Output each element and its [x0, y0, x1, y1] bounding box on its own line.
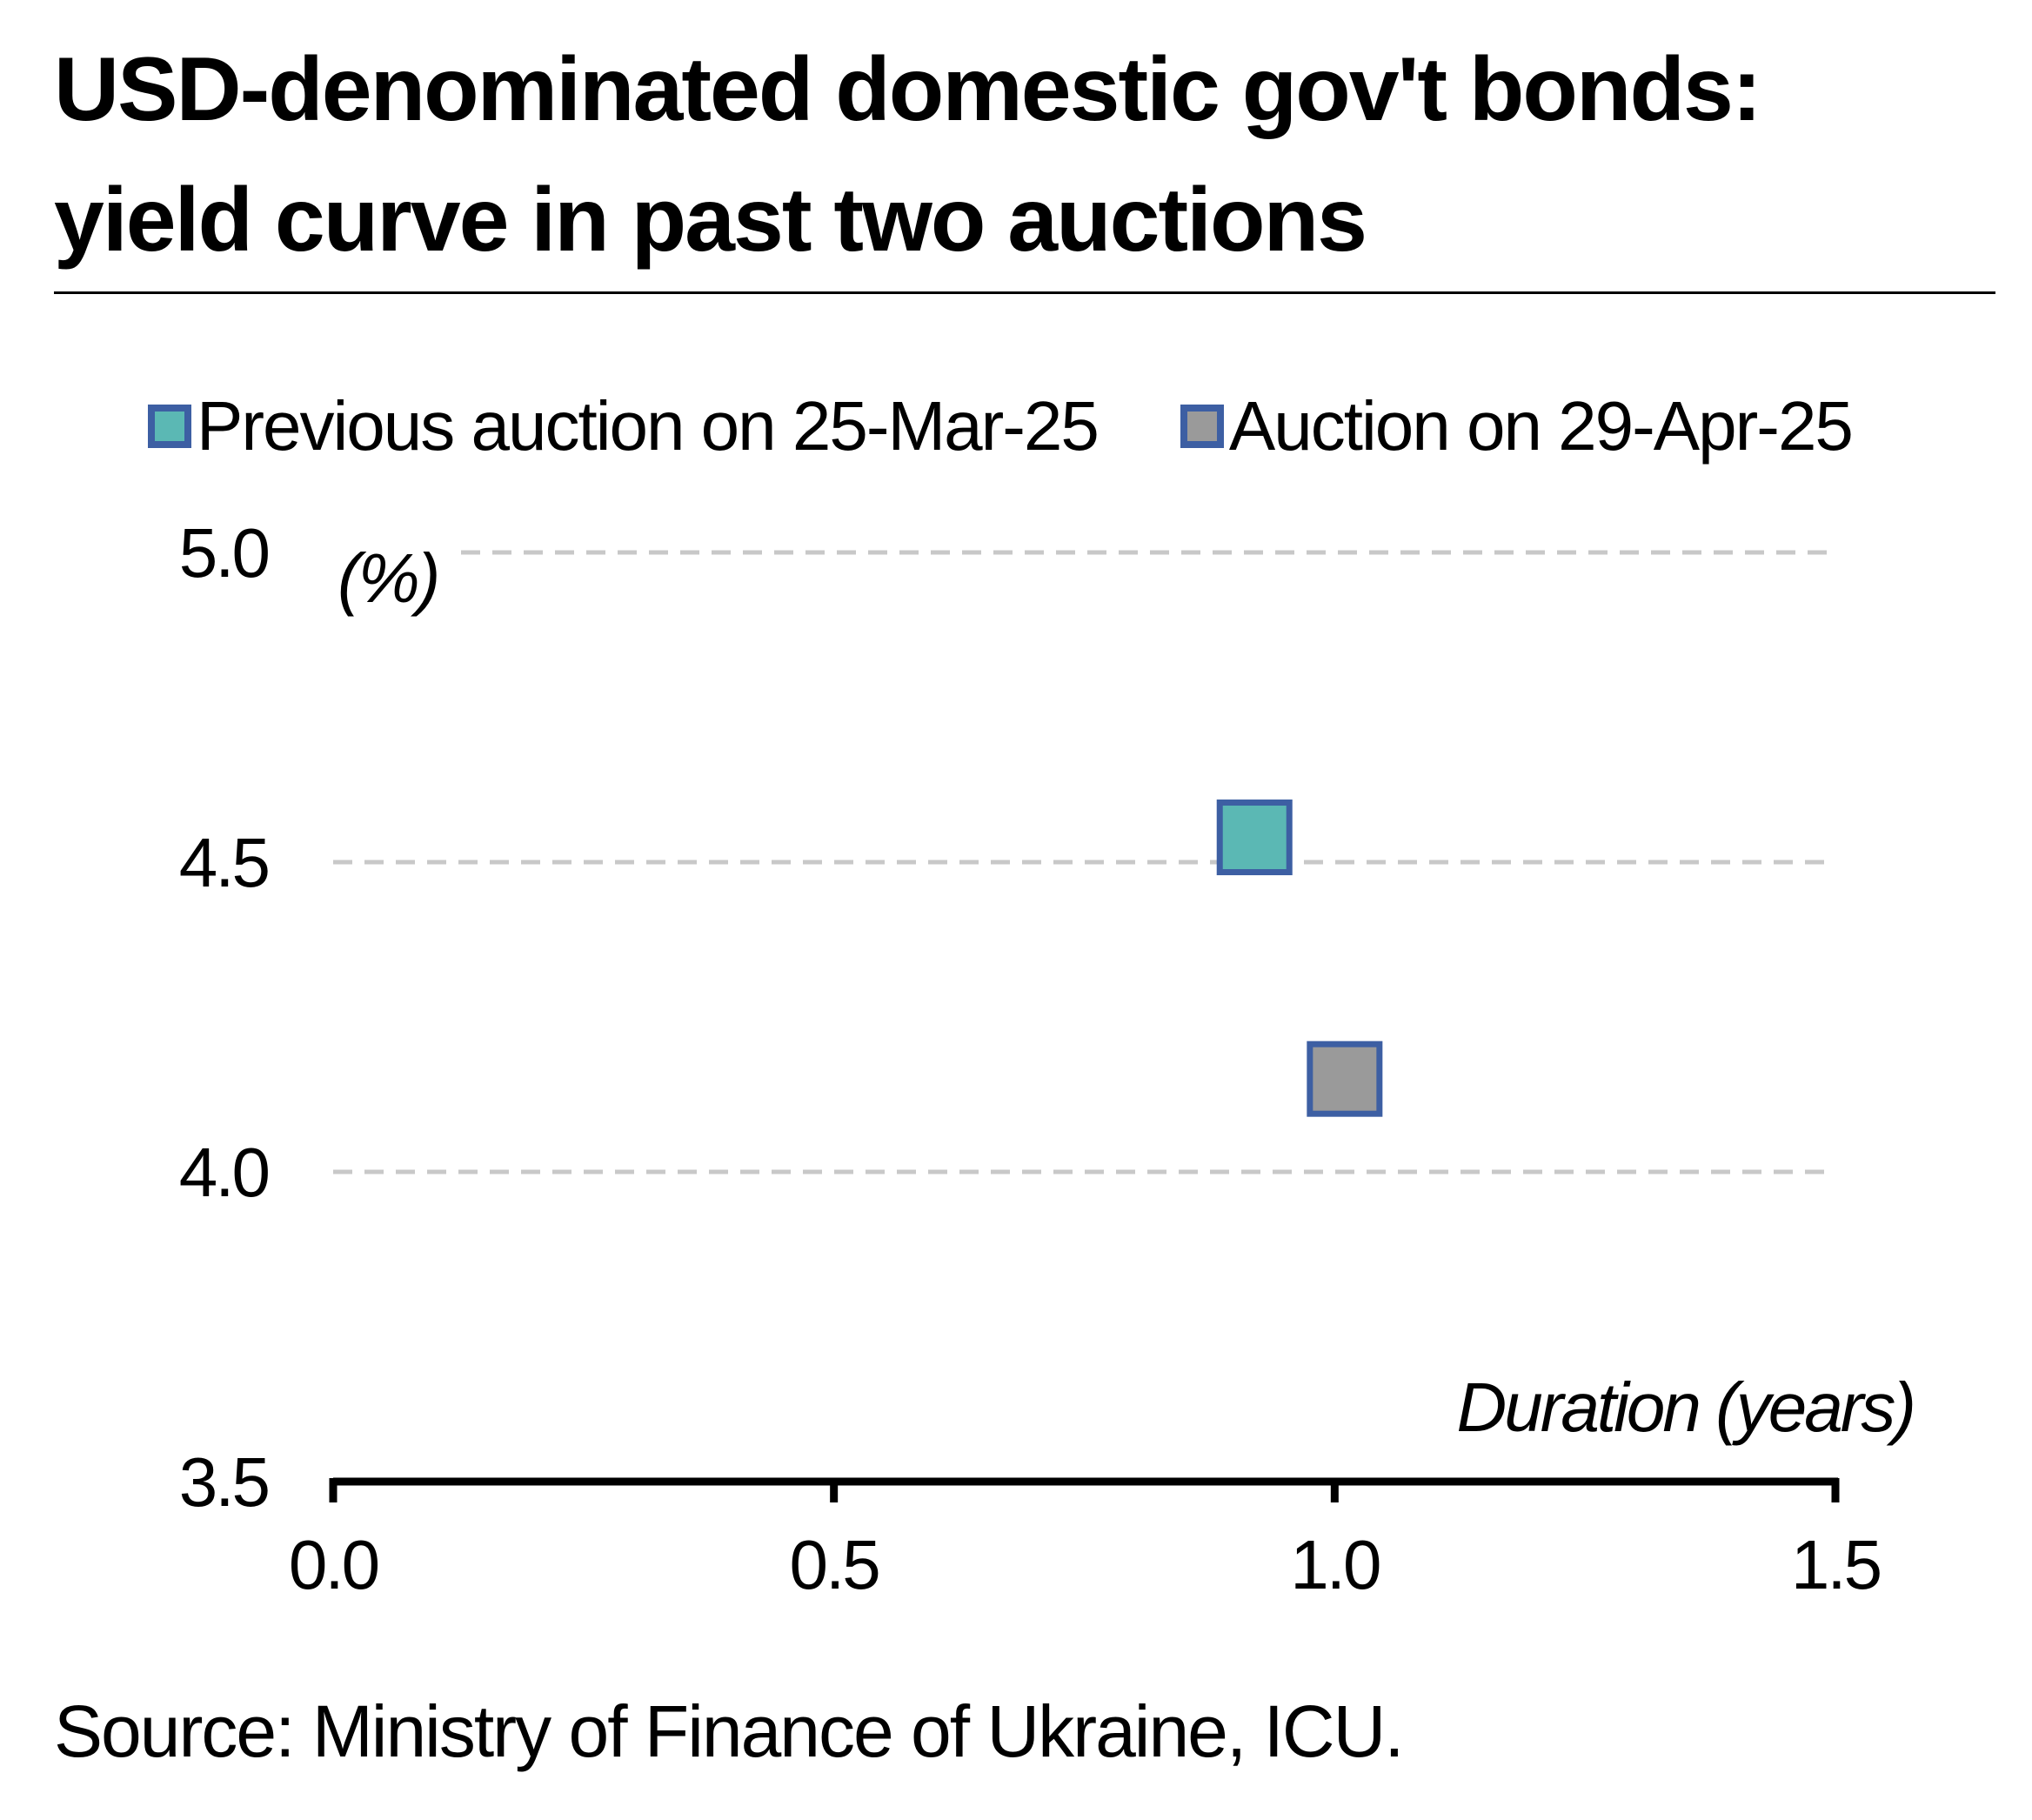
y-tick-label-3: 5.0 [179, 514, 269, 592]
chart-legend: Previous auction on 25-Mar-25 Auction on… [148, 383, 1935, 470]
legend-label-current: Auction on 29-Apr-25 [1228, 387, 1854, 465]
y-tick-label-0: 3.5 [179, 1443, 269, 1521]
y-axis-label: (%) [338, 539, 438, 617]
scatter-chart: 3.5 4.0 4.5 5.0 0.0 0.5 1.0 1.5 (%) Duration (… [179, 514, 1916, 1603]
chart-title-line-2: yield curve in past two auctions [54, 170, 1367, 271]
data-point-series-1-0 [1307, 1040, 1383, 1117]
grid-layer [333, 550, 1835, 1174]
x-tick-labels: 0.0 0.5 1.0 1.5 [289, 1526, 1883, 1603]
legend-swatch-previous [148, 405, 191, 448]
chart-title-line-1: USD-denominated domestic gov't bonds: [54, 39, 1761, 140]
title-divider [54, 291, 1995, 294]
y-tick-label-2: 4.5 [179, 824, 269, 901]
legend-label-previous: Previous auction on 25-Mar-25 [197, 387, 1100, 465]
x-tick-label-3: 1.5 [1791, 1526, 1881, 1603]
x-axis-label: Duration (years) [1456, 1368, 1914, 1446]
x-tick-label-0: 0.0 [289, 1526, 378, 1603]
y-tick-labels: 3.5 4.0 4.5 5.0 [179, 514, 271, 1521]
legend-item-previous: Previous auction on 25-Mar-25 [148, 386, 1100, 466]
x-tick-label-2: 1.0 [1290, 1526, 1380, 1603]
data-points [1216, 800, 1383, 1117]
x-tick-label-1: 0.5 [790, 1526, 879, 1603]
legend-swatch-current [1180, 405, 1224, 448]
data-point-series-0-0 [1216, 800, 1293, 876]
chart-title: USD-denominated domestic gov't bonds: yi… [54, 24, 1985, 285]
source-note: Source: Ministry of Finance of Ukraine, … [54, 1690, 1405, 1772]
legend-item-current: Auction on 29-Apr-25 [1180, 386, 1854, 466]
x-axis [329, 1477, 1840, 1502]
y-tick-label-1: 4.0 [179, 1134, 269, 1211]
